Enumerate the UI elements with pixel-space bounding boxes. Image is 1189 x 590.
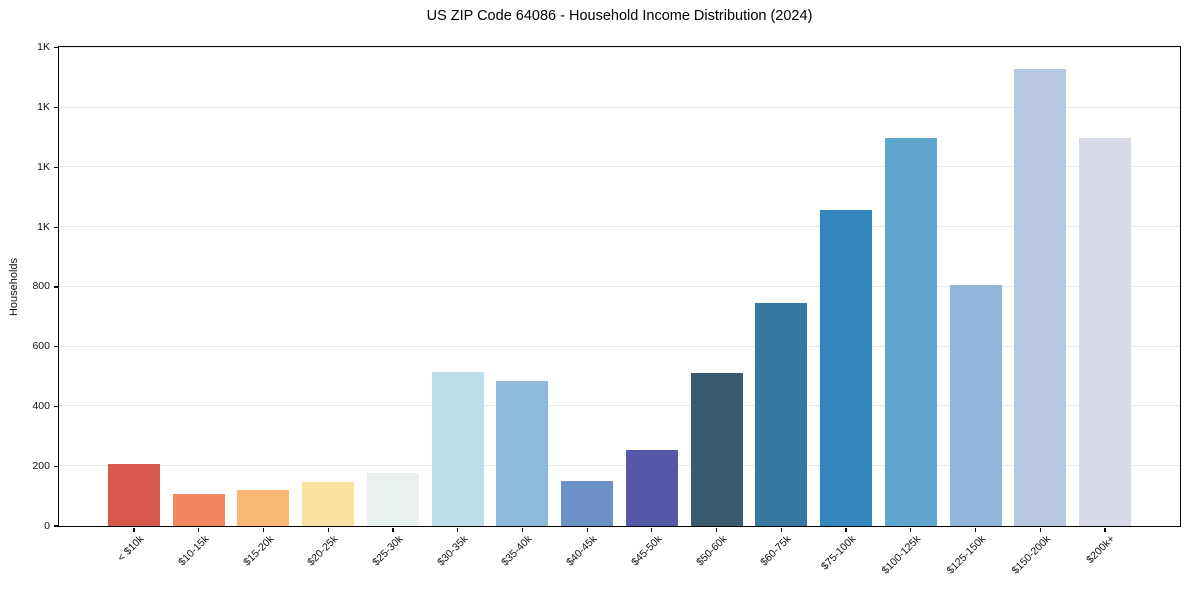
y-tick-mark xyxy=(54,346,58,348)
x-tick-mark xyxy=(651,528,653,532)
bar-$45-50k xyxy=(625,450,678,526)
x-tick-label-text: $25-30k xyxy=(370,533,406,569)
bar-$15-20k xyxy=(237,489,290,526)
x-tick-mark xyxy=(910,528,912,532)
bar-$25-30k xyxy=(366,473,419,526)
y-tick-label: 1K xyxy=(37,160,50,173)
y-tick-mark xyxy=(54,226,58,228)
x-tick-label-text: $30-35k xyxy=(434,533,471,569)
x-tick-mark xyxy=(392,528,394,532)
y-tick-mark xyxy=(54,286,58,288)
x-tick-label-text: < $10k xyxy=(115,533,147,564)
y-tick-mark xyxy=(54,107,58,109)
gridline xyxy=(59,46,1180,48)
x-tick-label-text: $20-25k xyxy=(305,533,341,569)
x-tick-label-text: $15-20k xyxy=(240,533,276,569)
x-tick-label-text: $40-45k xyxy=(564,533,600,569)
x-tick-label-text: $45-50k xyxy=(629,533,665,569)
x-tick-mark xyxy=(716,528,718,532)
y-tick-label: 400 xyxy=(32,399,50,412)
bar-< $10k xyxy=(108,464,160,526)
x-tick-label-text: $100-125k xyxy=(879,533,924,577)
x-tick-mark xyxy=(1104,528,1106,532)
gridline xyxy=(59,106,1180,108)
y-tick-mark xyxy=(54,405,58,408)
bar-$50-60k xyxy=(690,373,743,526)
y-tick-mark xyxy=(54,525,58,527)
y-tick-mark xyxy=(54,166,58,168)
y-tick-label: 200 xyxy=(32,459,50,472)
x-tick-mark xyxy=(586,528,588,532)
x-tick-mark xyxy=(521,528,523,532)
gridline xyxy=(59,166,1180,168)
y-tick-label: 0 xyxy=(44,519,50,532)
y-tick-label: 600 xyxy=(32,340,50,353)
x-tick-label-text: $200k+ xyxy=(1084,533,1118,567)
chart-title: US ZIP Code 64086 - Household Income Dis… xyxy=(426,8,813,24)
bar-$200k+ xyxy=(1079,138,1131,526)
x-tick-label-text: $10-15k xyxy=(175,533,212,569)
plot-area xyxy=(58,46,1181,527)
gridline xyxy=(59,465,1180,467)
bar-$125-150k xyxy=(949,284,1002,526)
x-tick-label-text: $75-100k xyxy=(819,533,859,573)
x-tick-mark xyxy=(198,528,200,532)
bar-$150-200k xyxy=(1014,68,1067,526)
bar-$75-100k xyxy=(820,210,873,526)
x-tick-mark xyxy=(1039,528,1041,532)
bar-$100-125k xyxy=(884,138,937,526)
y-tick-mark xyxy=(54,465,58,467)
y-tick-label: 1K xyxy=(37,220,50,233)
x-tick-mark xyxy=(974,528,977,532)
y-tick-label: 1K xyxy=(37,41,50,54)
x-tick-mark xyxy=(457,528,459,532)
x-tick-label-text: $60-75k xyxy=(758,533,794,569)
bar-$35-40k xyxy=(496,381,549,526)
gridline xyxy=(59,226,1180,228)
bar-$10-15k xyxy=(172,494,225,526)
gridline xyxy=(59,285,1180,287)
x-tick-mark xyxy=(133,528,135,532)
x-tick-label-text: $50-60k xyxy=(693,533,730,569)
x-tick-mark xyxy=(262,528,265,532)
x-tick-label-text: $150-200k xyxy=(1009,533,1053,577)
y-tick-mark xyxy=(54,47,58,49)
bar-$20-25k xyxy=(302,482,355,526)
x-tick-label-text: $35-40k xyxy=(499,533,535,569)
gridline xyxy=(59,405,1180,407)
y-tick-label: 800 xyxy=(32,280,50,293)
y-tick-label: 1K xyxy=(37,101,50,114)
x-tick-mark xyxy=(327,528,329,532)
x-tick-mark xyxy=(845,528,847,532)
bar-$30-35k xyxy=(431,372,484,526)
x-tick-mark xyxy=(780,528,782,532)
bar-$60-75k xyxy=(755,302,808,526)
bar-$40-45k xyxy=(561,481,614,526)
gridline xyxy=(59,345,1180,347)
x-tick-label-text: $125-150k xyxy=(944,533,989,577)
